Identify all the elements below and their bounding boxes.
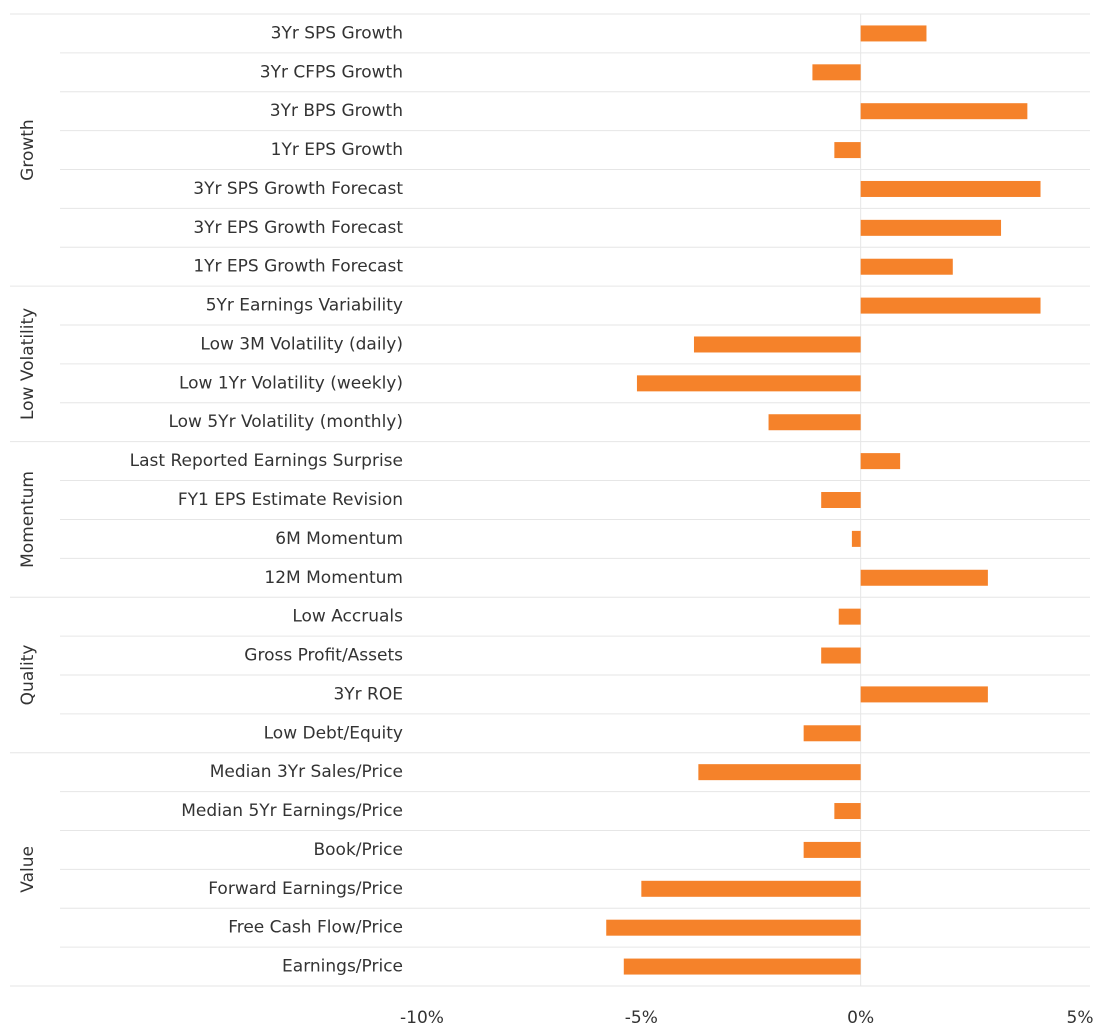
category-label: 1Yr EPS Growth Forecast [193, 257, 403, 277]
group-label: Momentum [18, 471, 38, 568]
category-label: Gross Profit/Assets [244, 646, 403, 666]
category-label: 3Yr BPS Growth [270, 101, 403, 121]
bar [860, 103, 1028, 120]
bar [821, 647, 861, 664]
bar [641, 880, 861, 897]
bar [698, 764, 861, 781]
category-label: 5Yr Earnings Variability [206, 296, 403, 316]
category-label: Last Reported Earnings Surprise [130, 451, 403, 471]
bar [834, 803, 861, 820]
category-label: 3Yr SPS Growth [271, 23, 403, 43]
category-label: Earnings/Price [282, 957, 403, 977]
category-label: Low Accruals [292, 607, 403, 627]
category-label: 1Yr EPS Growth [271, 140, 403, 160]
bar [606, 919, 861, 936]
group-label: Low Volatility [18, 308, 38, 420]
bar [834, 142, 861, 159]
bar [803, 725, 861, 742]
x-tick-label: 5% [1067, 1008, 1094, 1027]
category-label: Forward Earnings/Price [208, 879, 403, 899]
category-label: 6M Momentum [275, 529, 403, 549]
bar [812, 64, 861, 81]
group-label: Growth [18, 119, 38, 181]
bar [693, 336, 861, 353]
bar [636, 375, 861, 392]
bar [860, 258, 953, 275]
bar [803, 841, 861, 858]
bar [860, 297, 1041, 314]
bar [860, 686, 988, 703]
category-label: Median 3Yr Sales/Price [210, 762, 403, 782]
bar [860, 180, 1041, 197]
category-label: Book/Price [313, 840, 403, 860]
category-label: Low 3M Volatility (daily) [200, 334, 403, 354]
bar [821, 492, 861, 508]
bar [851, 530, 861, 547]
category-label: Low 5Yr Volatility (monthly) [168, 412, 403, 432]
group-label: Value [18, 846, 38, 893]
bar [623, 958, 861, 975]
category-label: 3Yr CFPS Growth [260, 62, 403, 82]
category-label: 12M Momentum [264, 568, 403, 588]
bar [860, 25, 927, 42]
bar [860, 569, 988, 586]
category-label: Median 5Yr Earnings/Price [181, 801, 403, 821]
category-label: 3Yr SPS Growth Forecast [193, 179, 403, 199]
category-label: Free Cash Flow/Price [228, 918, 403, 938]
x-tick-label: 0% [847, 1008, 874, 1027]
bar [768, 414, 861, 431]
category-label: 3Yr EPS Growth Forecast [193, 218, 403, 238]
category-label: FY1 EPS Estimate Revision [178, 490, 403, 510]
category-label: Low Debt/Equity [264, 723, 403, 743]
bar [860, 219, 1002, 236]
category-label: 3Yr ROE [333, 684, 403, 704]
bar [860, 453, 901, 470]
x-tick-label: -5% [625, 1008, 658, 1027]
group-label: Quality [18, 645, 38, 706]
category-label: Low 1Yr Volatility (weekly) [179, 373, 403, 393]
x-tick-label: -10% [400, 1008, 444, 1027]
bar [838, 608, 861, 625]
